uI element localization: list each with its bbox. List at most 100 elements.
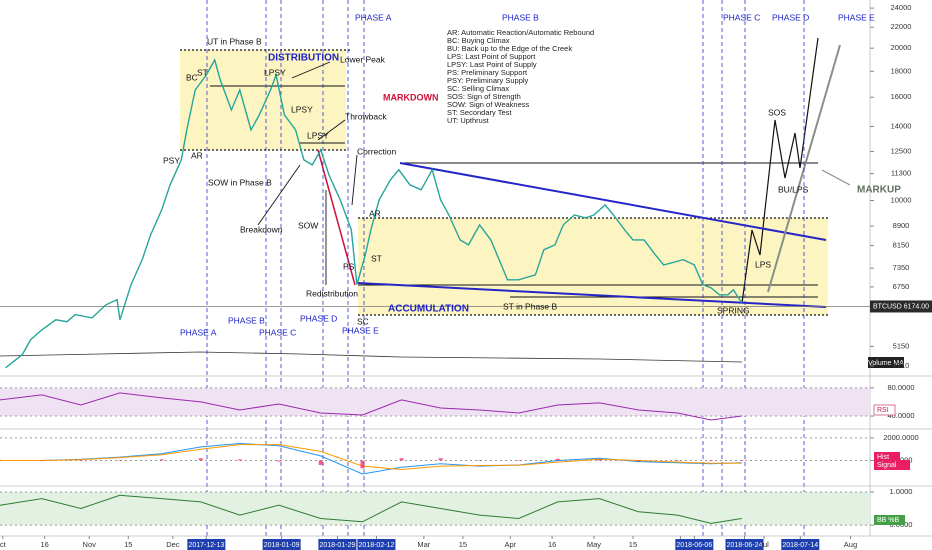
- hist-bar: [597, 459, 602, 461]
- x-tick-highlight: [725, 539, 764, 550]
- x-tick-label: 2017-12-13: [188, 542, 224, 549]
- annotation: Lower Peak: [340, 54, 386, 64]
- annotation: ST in Phase B: [503, 301, 558, 311]
- series-line: [0, 494, 742, 524]
- annotation: PHASE E: [342, 325, 379, 335]
- volume-label: Volume MA: [868, 360, 904, 367]
- annotation: PHASE B: [228, 315, 265, 325]
- annotation: SOS: [768, 107, 786, 117]
- hist-bar: [198, 458, 203, 461]
- indicator-band: [0, 387, 870, 417]
- y-tick-label: 24000: [891, 3, 912, 12]
- y-tick-label: 11300: [891, 169, 911, 178]
- hist-bar: [39, 460, 44, 461]
- x-tick-label: 2018-02-12: [359, 542, 395, 549]
- hist-bar: [709, 460, 714, 462]
- x-tick-label: 2018-06-06: [676, 542, 712, 549]
- legend-note: LPSY: Last Point of Supply: [447, 60, 537, 69]
- series-line: [5, 58, 743, 369]
- x-tick-label: 16: [40, 540, 48, 549]
- annotation: Redistribution: [306, 288, 358, 298]
- x-tick-label: Apr: [504, 540, 516, 549]
- annotation: AR: [369, 208, 381, 218]
- annotation: LPS: [755, 259, 771, 269]
- legend-note: SOW: Sign of Weakness: [447, 100, 530, 109]
- annotation: BC: [186, 72, 198, 82]
- price-tag-value: 6174.00: [904, 303, 929, 310]
- annotation: BU/LPS: [778, 184, 809, 194]
- x-tick-highlight: [781, 539, 820, 550]
- annotation: SPRING: [717, 305, 750, 315]
- series-line: [0, 392, 742, 421]
- y-tick-label: 22000: [891, 22, 912, 31]
- annotation: ST: [197, 67, 208, 77]
- series-line: [0, 442, 742, 475]
- x-tick-label: May: [587, 540, 601, 549]
- annotation: PHASE B: [502, 12, 539, 22]
- annotation: MARKDOWN: [383, 92, 439, 102]
- x-tick-label: ct: [0, 540, 7, 549]
- x-tick-label: 2018-07-14: [782, 542, 818, 549]
- hist-bar: [159, 459, 164, 461]
- series-line: [0, 444, 742, 471]
- annotation: LPSY: [291, 104, 313, 114]
- annotation: SC: [357, 316, 369, 326]
- hist-bar: [516, 460, 521, 461]
- annotation: ACCUMULATION: [388, 304, 469, 315]
- annotation: PSY: [163, 155, 180, 165]
- indicator-band: [0, 491, 870, 526]
- decor: [0, 0, 932, 537]
- annotation: Breakdown: [240, 224, 283, 234]
- y-tick-label: 16000: [891, 92, 912, 101]
- x-tick-highlight: [357, 539, 396, 550]
- y-tick-label: 18000: [891, 66, 912, 75]
- annotation: PHASE C: [259, 327, 296, 337]
- x-tick-label: Mar: [417, 540, 430, 549]
- annotation: PHASE D: [300, 313, 337, 323]
- x-tick-label: 2018-01-29: [319, 542, 355, 549]
- legend-note: UT: Upthrust: [447, 116, 490, 125]
- indicator-tag-label: RSI: [877, 407, 889, 414]
- price-tag-symbol: BTCUSD: [873, 303, 902, 310]
- volume-tag: [868, 357, 904, 368]
- annotation: PHASE A: [355, 12, 392, 22]
- indicator-tag-label: BB %B: [877, 517, 900, 524]
- y-tick-label: 1.0000: [890, 487, 913, 496]
- indicator-tag: [874, 515, 905, 525]
- indicator-tag: [874, 460, 910, 470]
- x-tick-label: 15: [124, 540, 132, 549]
- annotation: SOW: [298, 220, 318, 230]
- annotation: LPSY: [264, 67, 286, 77]
- annotation: PS: [343, 261, 355, 271]
- indicator-tag-label: Signal: [877, 462, 897, 469]
- legend-note: LPS: Last Point of Support: [447, 52, 536, 61]
- hist-bar: [78, 460, 83, 461]
- legend-note: BU: Back up to the Edge of the Creek: [447, 44, 572, 53]
- legend-note: BC: Buying Climax: [447, 36, 510, 45]
- legend-note: SOS: Sign of Strength: [447, 92, 521, 101]
- y-tick-label: 5150: [893, 341, 910, 350]
- hist-bar: [276, 460, 281, 462]
- annotation: Correction: [357, 146, 396, 156]
- hist-bar: [739, 459, 744, 461]
- annotation: PHASE A: [180, 327, 217, 337]
- annotation: SOW in Phase B: [208, 177, 272, 187]
- annotation: LPSY: [307, 130, 329, 140]
- annotation: UT in Phase B: [207, 36, 262, 46]
- y-tick-label: 6750: [893, 282, 910, 291]
- x-tick-highlight: [262, 539, 301, 550]
- x-tick-label: Aug: [844, 540, 857, 549]
- x-tick-label: Jul: [759, 540, 769, 549]
- indicator-tag: [874, 452, 900, 462]
- annotation: PHASE E: [838, 12, 875, 22]
- annotation: DISTRIBUTION: [268, 53, 339, 64]
- hist-bar: [438, 458, 443, 461]
- annotation: Throwback: [345, 111, 387, 121]
- y-tick-label: 80.0000: [887, 383, 914, 392]
- y-tick-label: 2000.0000: [883, 433, 918, 442]
- hist-bar: [360, 460, 365, 469]
- hist-bar: [555, 458, 560, 461]
- y-tick-label: 0.0000: [890, 455, 913, 464]
- y-tick-label: 8900: [893, 221, 910, 230]
